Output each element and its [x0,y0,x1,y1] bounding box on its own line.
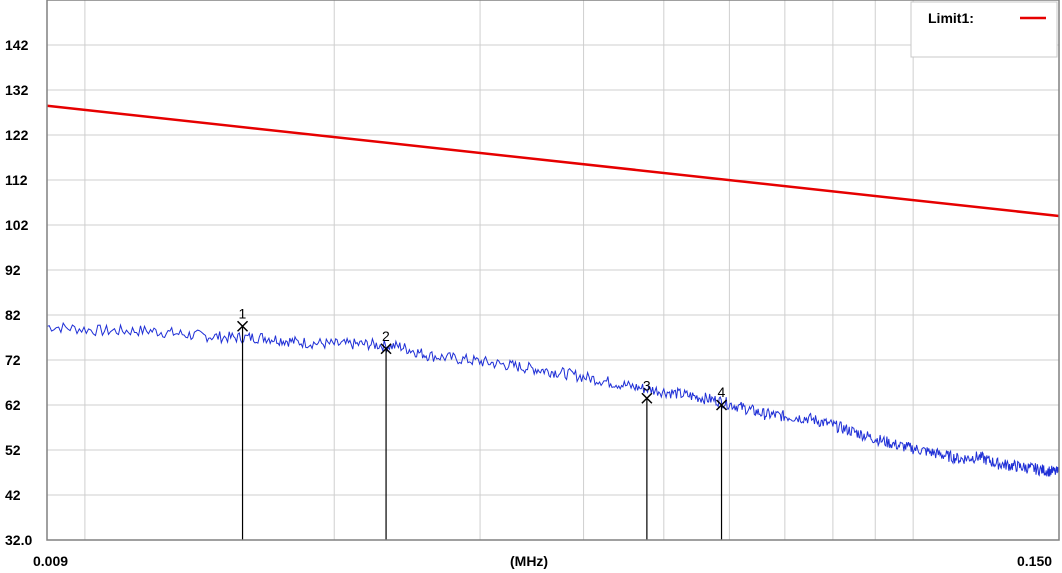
x-axis-label: (MHz) [510,553,548,569]
marker-label-4: 4 [718,384,726,400]
marker-label-3: 3 [643,377,651,393]
grid-lines [46,0,1059,540]
plot-frame [46,0,1060,541]
marker-x-2 [380,343,392,355]
legend-label-limit1: Limit1: [928,10,974,26]
marker-x-1 [237,320,249,332]
marker-label-2: 2 [382,328,390,344]
measurement-trace [46,321,1060,477]
y-tick-label: 92 [5,262,21,278]
marker-x-3 [641,392,653,404]
marker-layer: 1 2 3 4 [237,305,728,540]
y-tick-label: 102 [5,217,29,233]
y-tick-label: 82 [5,307,21,323]
legend: Limit1: [910,1,1058,58]
y-tick-label: 32.0 [5,532,32,548]
series-layer [46,104,1060,477]
y-tick-label: 52 [5,442,21,458]
x-tick-label-start: 0.009 [33,553,68,569]
limit1-line [46,104,1060,218]
y-tick-label: 122 [5,127,29,143]
y-tick-label: 42 [5,487,21,503]
y-tick-label: 132 [5,82,29,98]
y-tick-label: 72 [5,352,21,368]
x-tick-label-end: 0.150 [1017,553,1052,569]
marker-x-4 [715,399,728,411]
legend-box [910,1,1058,58]
y-tick-label: 112 [5,172,28,188]
marker-label-1: 1 [239,305,247,321]
y-tick-label: 142 [5,37,29,53]
y-tick-label: 62 [5,397,21,413]
